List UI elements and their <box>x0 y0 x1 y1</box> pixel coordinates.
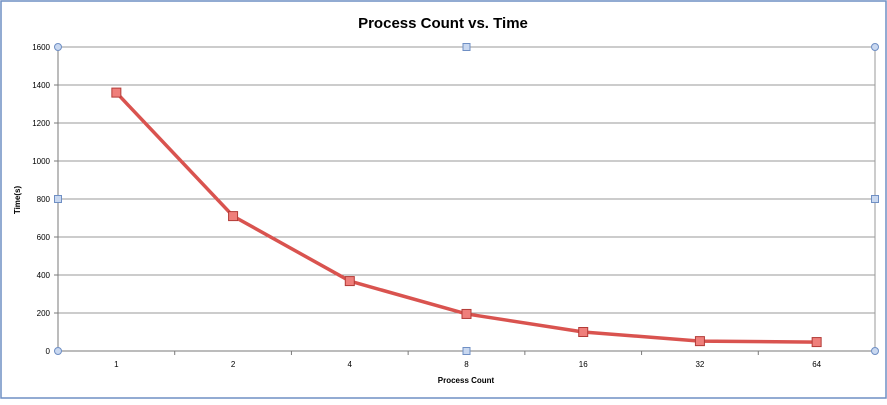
data-point-marker <box>344 276 355 287</box>
y-tick-label: 800 <box>37 195 51 204</box>
x-tick-label: 32 <box>695 360 704 369</box>
data-point-marker <box>811 337 822 348</box>
y-axis-label: Time(s) <box>13 186 22 215</box>
edge-resize-handle[interactable] <box>462 43 471 51</box>
y-tick-label: 200 <box>37 309 51 318</box>
data-point-marker <box>461 308 472 319</box>
x-tick-label: 4 <box>348 360 353 369</box>
tick-labels: 0 200 400 600 800 1000 1200 1400 1600 1 2 4 8 16 32 64 <box>32 43 821 369</box>
y-tick-label: 400 <box>37 271 51 280</box>
y-tick-label: 1200 <box>32 119 50 128</box>
data-point-marker <box>694 336 705 347</box>
corner-resize-handle[interactable] <box>871 43 879 51</box>
x-tick-label: 16 <box>579 360 588 369</box>
y-tick-label: 1600 <box>32 43 50 52</box>
data-point-marker <box>228 211 239 222</box>
chart-title: Process Count vs. Time <box>358 15 528 32</box>
data-point-marker <box>578 327 589 337</box>
corner-resize-handle[interactable] <box>54 347 62 355</box>
y-tick-label: 1400 <box>32 81 50 90</box>
corner-resize-handle[interactable] <box>871 347 879 355</box>
x-tick-label: 8 <box>464 360 469 369</box>
y-tick-label: 600 <box>37 233 51 242</box>
data-point-marker <box>111 87 122 98</box>
edge-resize-handle[interactable] <box>54 195 62 203</box>
corner-resize-handle[interactable] <box>54 43 62 51</box>
data-series <box>111 87 822 348</box>
selection-handles <box>54 43 879 355</box>
edge-resize-handle[interactable] <box>462 347 471 355</box>
edge-resize-handle[interactable] <box>871 195 879 203</box>
y-tick-label: 0 <box>46 347 51 356</box>
x-tick-label: 2 <box>231 360 236 369</box>
x-axis-label: Process Count <box>438 376 495 385</box>
y-tick-label: 1000 <box>32 157 50 166</box>
x-tick-label: 64 <box>812 360 821 369</box>
x-tick-label: 1 <box>114 360 119 369</box>
